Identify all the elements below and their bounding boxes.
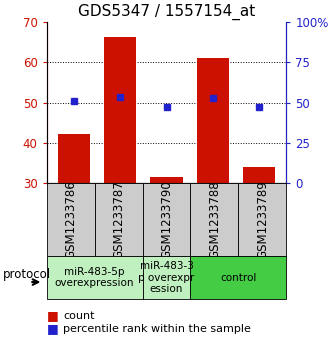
Bar: [143, 183, 190, 256]
Text: GSM1233786: GSM1233786: [64, 180, 77, 259]
Text: count: count: [63, 311, 95, 321]
Text: GSM1233790: GSM1233790: [160, 180, 173, 259]
Text: control: control: [220, 273, 257, 283]
Bar: [190, 183, 238, 256]
Text: protocol: protocol: [3, 268, 52, 281]
Bar: [150, 177, 183, 183]
Bar: [197, 58, 229, 183]
Bar: [95, 183, 143, 256]
Text: GSM1233788: GSM1233788: [208, 180, 221, 259]
Text: miR-483-5p
overexpression: miR-483-5p overexpression: [55, 267, 134, 289]
Bar: [190, 256, 286, 299]
Text: GSM1233787: GSM1233787: [112, 180, 125, 259]
Bar: [47, 256, 143, 299]
Text: GSM1233789: GSM1233789: [256, 180, 269, 259]
Bar: [143, 256, 190, 299]
Bar: [243, 167, 275, 183]
Text: miR-483-3
p overexpr
ession: miR-483-3 p overexpr ession: [139, 261, 194, 294]
Bar: [238, 183, 286, 256]
Bar: [47, 183, 95, 256]
Title: GDS5347 / 1557154_at: GDS5347 / 1557154_at: [78, 4, 255, 20]
Bar: [104, 37, 136, 183]
Text: ■: ■: [47, 322, 58, 335]
Text: ■: ■: [47, 309, 58, 322]
Text: percentile rank within the sample: percentile rank within the sample: [63, 323, 251, 334]
Bar: [58, 134, 90, 183]
